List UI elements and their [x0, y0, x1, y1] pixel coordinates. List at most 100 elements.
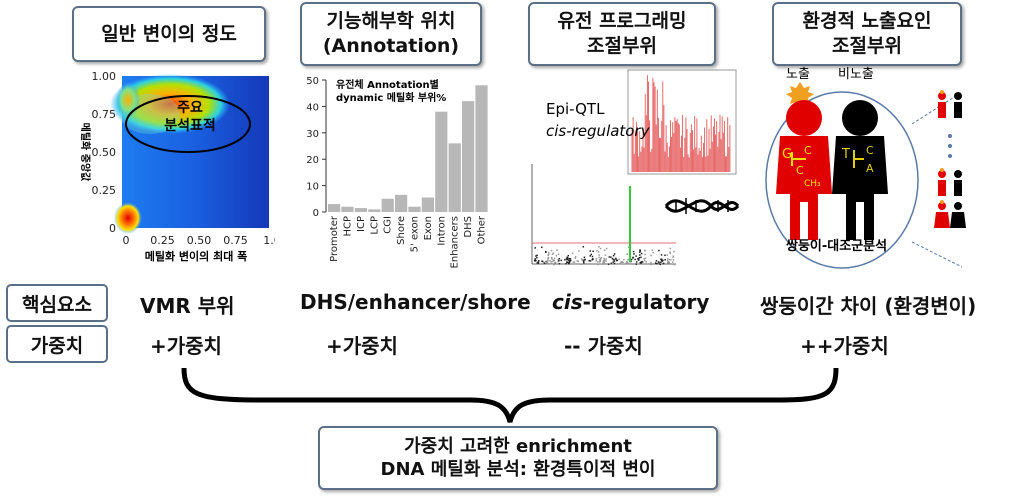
manhattan-point — [607, 263, 610, 265]
manhattan-point — [635, 255, 637, 257]
manhattan-point — [621, 261, 623, 263]
manhattan-point — [664, 254, 666, 257]
manhattan-point — [605, 258, 607, 260]
manhattan-point — [595, 260, 598, 262]
manhattan-point — [551, 262, 553, 265]
dna-helix-icon — [664, 198, 740, 214]
manhattan-point — [613, 260, 616, 262]
heatmap-x-tick: 0.25 — [150, 234, 175, 247]
svg-text:C: C — [796, 164, 804, 177]
manhattan-point — [651, 249, 654, 251]
manhattan-point — [627, 246, 630, 248]
manhattan-point — [659, 263, 661, 266]
manhattan-point — [567, 257, 569, 259]
manhattan-point — [671, 261, 674, 263]
manhattan-point — [557, 253, 560, 256]
manhattan-point — [640, 252, 643, 255]
manhattan-point — [554, 261, 557, 264]
bar-chart-y-tick-label: 10 — [306, 182, 319, 193]
manhattan-point — [569, 259, 572, 262]
manhattan-point — [577, 260, 579, 262]
manhattan-point — [603, 249, 606, 252]
heatmap-y-tick: 0.75 — [92, 108, 117, 121]
heatmap-annotation-line1: 주요 — [177, 100, 203, 116]
svg-text:T: T — [841, 147, 850, 162]
row-label-core-text: 핵심요소 — [22, 293, 92, 316]
manhattan-point — [599, 257, 602, 260]
manhattan-point — [568, 258, 571, 260]
manhattan-point — [583, 256, 586, 259]
manhattan-point — [612, 261, 614, 263]
manhattan-point — [654, 262, 657, 264]
manhattan-point — [596, 250, 598, 252]
manhattan-point — [598, 261, 601, 263]
unexposed-twin-icon: T C A — [832, 100, 888, 240]
bar-chart-y-tick-label: 50 — [306, 76, 319, 87]
twin-label-exposed: 노출 — [786, 67, 810, 82]
bar-category-label: Intron — [436, 216, 447, 246]
row-label-core: 핵심요소 — [6, 284, 108, 322]
svg-text:CH₃: CH₃ — [804, 179, 821, 189]
manhattan-point — [595, 258, 598, 260]
row-label-weight-text: 가중치 — [30, 334, 84, 357]
manhattan-point — [645, 263, 648, 265]
manhattan-point — [580, 263, 582, 266]
manhattan-point — [668, 258, 671, 261]
manhattan-point — [613, 262, 616, 265]
manhattan-point — [625, 260, 628, 263]
bar-category-label: Promoter — [329, 215, 340, 262]
header-general-variation: 일반 변이의 정도 — [72, 6, 266, 62]
bar-category-label: HCP — [343, 216, 354, 237]
bar-chart-y-tick-label: 30 — [306, 129, 319, 140]
bar-category-label: Shore — [396, 216, 407, 245]
qtl-label-epi: Epi-QTL — [546, 100, 605, 118]
heatmap-y-tick: 0.25 — [92, 184, 117, 197]
manhattan-point — [662, 259, 664, 262]
manhattan-point — [598, 246, 600, 248]
manhattan-point — [566, 261, 568, 263]
manhattan-point — [615, 258, 617, 260]
manhattan-point — [640, 256, 642, 259]
manhattan-point — [546, 262, 549, 265]
svg-text:G: G — [782, 147, 792, 162]
header-genetic-programming: 유전 프로그래밍 조절부위 — [528, 2, 716, 66]
manhattan-point — [637, 257, 639, 260]
manhattan-point — [536, 262, 539, 264]
manhattan-point — [568, 261, 571, 263]
bar-category-label: 5' exon — [410, 216, 421, 252]
manhattan-point — [541, 260, 544, 263]
header-genetic-programming-text: 유전 프로그래밍 조절부위 — [557, 10, 687, 57]
manhattan-point — [650, 261, 652, 264]
manhattan-point — [610, 262, 613, 265]
bar-chart-title-line1: 유전체 Annotation별 — [336, 78, 439, 91]
manhattan-point — [639, 262, 642, 264]
manhattan-point — [657, 261, 660, 263]
weight-cell-2: +가중치 — [326, 334, 398, 358]
bar-lcp — [368, 209, 381, 212]
manhattan-point — [550, 257, 553, 259]
bar-cgi — [381, 198, 394, 212]
manhattan-point — [612, 254, 615, 257]
header-environmental-exposure-text: 환경적 노출요인 조절부위 — [802, 10, 932, 57]
methylation-heatmap: 1.00 0.75 0.50 0.25 0 0 0.25 0.50 0.75 1.0 주요 분석… — [79, 70, 275, 263]
manhattan-point — [626, 253, 628, 255]
manhattan-point — [549, 259, 551, 262]
manhattan-point — [619, 262, 621, 265]
manhattan-point — [566, 261, 569, 264]
bar-exon — [421, 197, 434, 212]
bar-category-label: CGI — [383, 216, 394, 234]
manhattan-point — [670, 259, 672, 261]
bar-shore — [395, 194, 408, 212]
manhattan-point — [625, 262, 627, 265]
manhattan-point — [669, 251, 671, 253]
manhattan-point — [670, 263, 672, 265]
manhattan-point — [666, 262, 669, 264]
manhattan-point — [598, 256, 600, 259]
heatmap-annotation-line2: 분석표적 — [164, 117, 216, 134]
manhattan-point — [568, 262, 570, 264]
manhattan-point — [534, 258, 536, 260]
heatmap-x-axis-label: 메틸화 변이의 최대 폭 — [145, 249, 248, 263]
manhattan-point — [671, 263, 674, 265]
manhattan-point — [652, 251, 654, 254]
manhattan-point — [616, 259, 619, 262]
